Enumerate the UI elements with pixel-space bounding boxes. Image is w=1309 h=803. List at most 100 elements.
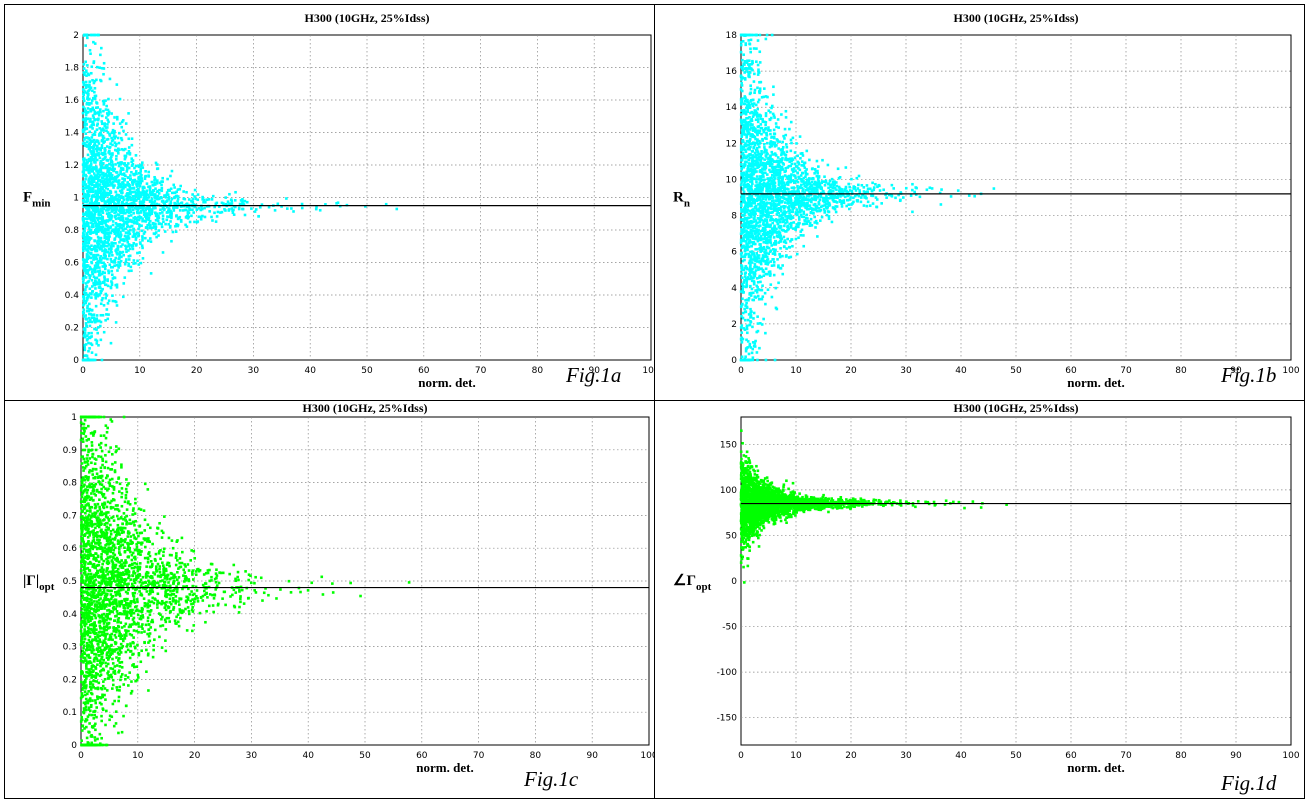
data-point [148, 205, 151, 209]
data-point [761, 211, 765, 214]
data-point [139, 242, 142, 246]
data-point [125, 208, 129, 212]
data-point [84, 183, 88, 186]
data-point [100, 176, 104, 179]
data-point [758, 274, 762, 278]
data-point [758, 181, 762, 185]
data-point [83, 331, 86, 335]
data-point [102, 330, 106, 334]
data-point [86, 194, 90, 198]
data-point [759, 209, 762, 213]
x-axis-label: norm. det. [418, 375, 475, 390]
data-point [795, 196, 798, 199]
data-point [757, 68, 760, 72]
data-point [129, 174, 132, 177]
data-point [115, 207, 119, 211]
data-point [93, 268, 97, 271]
data-point [748, 164, 752, 168]
x-tick-label: 50 [1010, 366, 1022, 376]
data-point [120, 120, 124, 124]
data-point [134, 261, 137, 265]
data-point [94, 282, 98, 286]
data-point [82, 161, 86, 165]
data-point [203, 198, 206, 202]
data-point [162, 205, 165, 208]
data-point [93, 276, 97, 280]
data-point [102, 179, 106, 183]
data-point [102, 157, 106, 161]
data-point [782, 163, 785, 166]
data-point [792, 221, 796, 224]
data-point [102, 197, 106, 201]
data-point [772, 175, 776, 179]
data-point [138, 223, 141, 227]
data-point [793, 156, 797, 160]
data-point [155, 212, 159, 216]
data-point [902, 196, 905, 199]
data-point [88, 324, 92, 328]
x-tick-label: 100 [1282, 366, 1299, 376]
data-point [84, 270, 87, 274]
data-point [817, 186, 821, 189]
data-point [769, 240, 772, 243]
data-point [120, 136, 123, 140]
data-point [100, 230, 104, 234]
data-point [967, 194, 971, 197]
data-point [178, 187, 182, 191]
data-point [92, 258, 95, 261]
data-point [175, 222, 178, 226]
data-point [85, 255, 89, 258]
data-point [801, 203, 805, 207]
x-tick-label: 40 [955, 366, 967, 376]
data-point [811, 167, 814, 170]
data-point [150, 200, 154, 204]
data-point [285, 207, 289, 210]
data-point [759, 199, 763, 202]
data-point [749, 87, 753, 91]
data-point [746, 196, 750, 200]
data-point [88, 48, 92, 52]
data-point [801, 222, 805, 226]
data-point [89, 71, 93, 75]
data-point [755, 185, 759, 189]
data-point [157, 203, 161, 206]
data-point [175, 194, 179, 198]
data-point [101, 181, 105, 185]
data-point [106, 302, 110, 305]
data-point [92, 33, 95, 37]
data-point [847, 203, 851, 206]
data-point [172, 183, 176, 187]
data-point [801, 189, 804, 193]
data-point [92, 81, 96, 85]
data-point [813, 186, 817, 190]
data-point [770, 244, 773, 247]
data-point [82, 308, 86, 311]
data-point [174, 224, 177, 228]
data-point [785, 247, 788, 250]
data-point [819, 208, 823, 212]
data-point [742, 111, 746, 114]
data-point [756, 107, 760, 111]
data-point [83, 343, 86, 347]
data-point [111, 152, 114, 155]
data-point [739, 103, 743, 106]
data-point [84, 301, 88, 305]
data-point [125, 238, 129, 242]
data-point [930, 187, 934, 190]
data-point [780, 159, 783, 162]
data-point [122, 129, 125, 133]
data-point [747, 313, 751, 316]
data-point [756, 286, 759, 289]
data-point [120, 195, 123, 198]
data-point [763, 227, 767, 230]
data-point [89, 205, 93, 209]
data-point [777, 162, 781, 166]
data-point [795, 190, 798, 193]
data-point [161, 217, 165, 221]
data-point [749, 314, 753, 317]
data-point [211, 194, 215, 198]
data-point [111, 223, 115, 227]
data-point [115, 250, 118, 254]
data-point [813, 215, 816, 219]
data-point [753, 151, 757, 155]
